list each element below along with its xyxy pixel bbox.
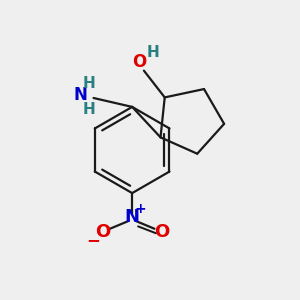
Text: N: N — [125, 208, 140, 226]
Text: H: H — [83, 102, 95, 117]
Text: O: O — [95, 223, 110, 241]
Text: −: − — [87, 231, 100, 249]
Text: H: H — [83, 76, 95, 91]
Text: O: O — [154, 223, 170, 241]
Text: +: + — [135, 202, 146, 216]
Text: O: O — [132, 53, 147, 71]
Text: N: N — [73, 86, 87, 104]
Text: H: H — [146, 45, 159, 60]
